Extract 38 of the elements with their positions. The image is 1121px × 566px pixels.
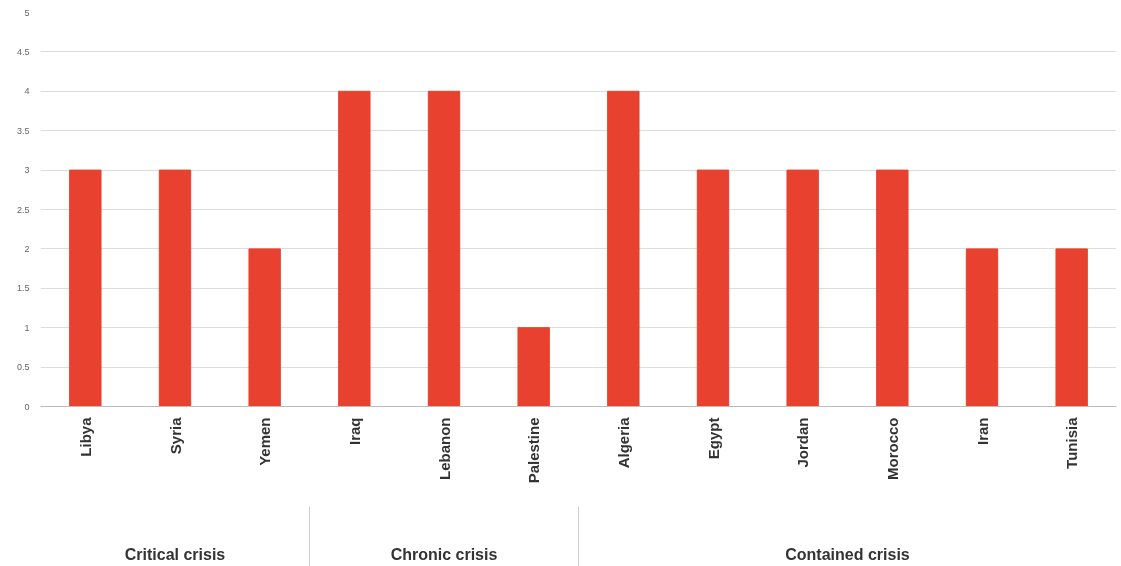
y-tick-label: 4: [24, 86, 30, 97]
x-tick-label: Libya: [76, 416, 94, 457]
bar: [158, 169, 192, 407]
y-tick-label: 3: [24, 165, 30, 176]
bar: [517, 327, 550, 407]
bar: [427, 90, 461, 407]
y-tick-label: 0.5: [16, 362, 30, 373]
bar: [248, 248, 281, 407]
y-tick-label: 5: [24, 7, 30, 18]
bar: [69, 169, 102, 407]
y-tick-label: 0: [24, 401, 30, 412]
y-tick-label: 1.5: [16, 283, 30, 294]
x-tick-label: Algeria: [614, 416, 632, 469]
bar: [338, 90, 371, 407]
x-tick-label: Morocco: [883, 417, 901, 480]
y-tick-label: 4.5: [16, 46, 30, 57]
y-tick-label: 2: [24, 243, 30, 254]
bar: [876, 169, 909, 407]
x-tick-label: Tunisia: [1063, 416, 1081, 469]
x-tick-label: Jordan: [794, 417, 812, 468]
bar: [607, 90, 640, 407]
text: Critical crisis: [124, 546, 226, 563]
bar: [786, 169, 819, 407]
y-tick-label: 1: [24, 322, 30, 333]
y-tick-label: 3.5: [16, 125, 30, 136]
x-tick-label: Egypt: [704, 417, 722, 460]
x-tick-label: Yemen: [256, 417, 274, 466]
x-tick-label: Iran: [973, 417, 991, 446]
x-tick-label: Lebanon: [435, 417, 453, 480]
bar: [1055, 248, 1088, 407]
bar: [965, 248, 999, 407]
text: Contained crisis: [785, 546, 910, 563]
x-tick-label: Palestine: [525, 417, 543, 484]
y-tick-label: 2.5: [16, 204, 30, 215]
text: Chronic crisis: [390, 546, 498, 563]
x-tick-label: Iraq: [345, 417, 363, 446]
x-tick-label: Syria: [166, 416, 184, 455]
bar: [696, 169, 730, 407]
